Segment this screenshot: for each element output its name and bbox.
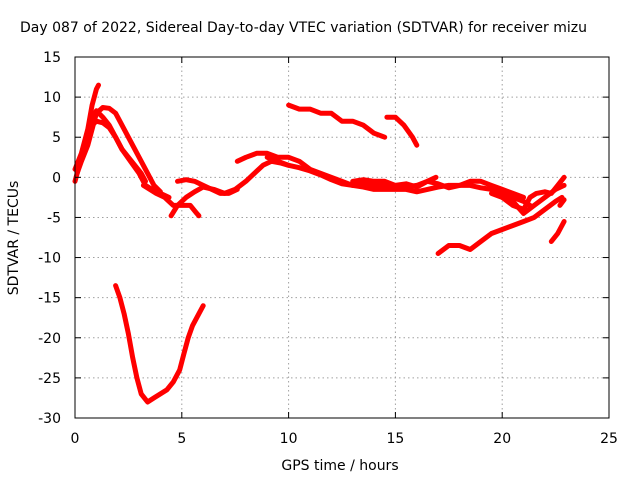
y-axis-label: SDTVAR / TECUs <box>6 181 22 296</box>
series-line-s13 <box>435 194 565 256</box>
x-tick-labels: 0 5 10 15 20 25 <box>71 431 618 447</box>
y-tick-label: -20 <box>38 331 61 347</box>
series-line-s11 <box>286 102 388 140</box>
series-line-s3 <box>74 105 163 195</box>
series-line-s8 <box>234 150 533 208</box>
series-line-s18 <box>113 283 206 405</box>
y-tick-labels: -30 -25 -20 -15 -10 -5 0 5 10 15 <box>38 50 61 427</box>
chart-title: Day 087 of 2022, Sidereal Day-to-day VTE… <box>20 20 587 36</box>
gridlines <box>75 57 609 418</box>
x-tick-label: 0 <box>71 431 80 447</box>
series-line-s16 <box>548 219 567 244</box>
x-tick-label: 20 <box>493 431 511 447</box>
y-tick-label: -5 <box>47 210 61 226</box>
x-axis-label: GPS time / hours <box>281 458 398 474</box>
series-line-s17 <box>557 197 567 208</box>
y-tick-label: -30 <box>38 411 61 427</box>
series-line-s4 <box>83 118 148 184</box>
tick-marks <box>74 56 610 419</box>
series-layer <box>72 82 567 405</box>
series-line-s15 <box>489 174 567 212</box>
y-tick-label: -15 <box>38 291 61 307</box>
series-line-s7 <box>175 177 240 196</box>
series-line-s12 <box>384 114 420 148</box>
y-tick-label: 15 <box>43 50 61 66</box>
y-tick-label: 10 <box>43 90 61 106</box>
x-tick-label: 5 <box>177 431 186 447</box>
series-line-s5 <box>140 182 202 219</box>
y-tick-label: -10 <box>38 251 61 267</box>
y-tick-label: -25 <box>38 371 61 387</box>
x-tick-label: 10 <box>280 431 298 447</box>
series-line-s10 <box>350 174 439 190</box>
x-tick-label: 15 <box>386 431 404 447</box>
y-tick-label: 5 <box>52 130 61 146</box>
y-tick-label: 0 <box>52 170 61 186</box>
x-tick-label: 25 <box>600 431 618 447</box>
plot-frame <box>74 56 610 419</box>
